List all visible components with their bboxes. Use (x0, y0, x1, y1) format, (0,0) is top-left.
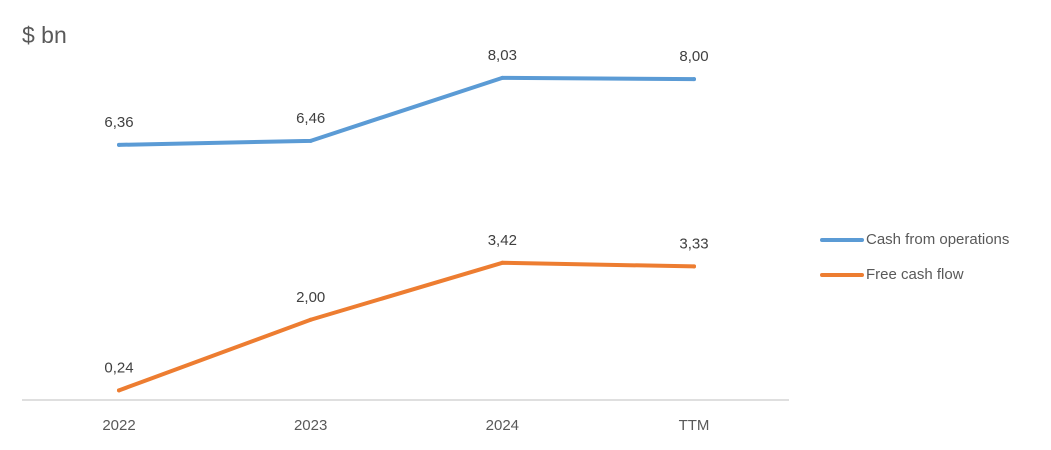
data-point-free-cash-flow-2022 (117, 388, 121, 393)
data-point-free-cash-flow-2024 (500, 260, 505, 265)
data-label-cash-from-operations-2024: 8,03 (488, 47, 517, 64)
data-point-cash-from-operations-2023 (308, 138, 313, 143)
data-point-cash-from-operations-2022 (117, 142, 121, 147)
legend-swatch-cash-from-operations (820, 237, 864, 242)
series-line-cash-from-operations (117, 75, 696, 147)
x-tick-label-2022: 2022 (102, 417, 135, 434)
data-label-free-cash-flow-2023: 2,00 (296, 289, 325, 306)
legend-label-cash-from-operations: Cash from operations (866, 231, 1010, 248)
legend-item-free-cash-flow: Free cash flow (820, 257, 1009, 292)
x-tick-label-ttm: TTM (679, 417, 710, 434)
data-point-cash-from-operations-ttm (692, 77, 696, 82)
data-label-free-cash-flow-2022: 0,24 (104, 359, 133, 376)
legend-label-free-cash-flow: Free cash flow (866, 266, 964, 283)
legend-item-cash-from-operations: Cash from operations (820, 222, 1009, 257)
data-label-cash-from-operations-2023: 6,46 (296, 110, 325, 127)
legend-swatch-free-cash-flow (820, 272, 864, 277)
data-label-free-cash-flow-2024: 3,42 (488, 232, 517, 249)
data-point-cash-from-operations-2024 (500, 75, 505, 80)
chart-title: $ bn (22, 22, 67, 48)
data-point-free-cash-flow-ttm (692, 264, 696, 269)
series-line-free-cash-flow (117, 260, 696, 393)
x-tick-label-2023: 2023 (294, 417, 327, 434)
data-label-free-cash-flow-ttm: 3,33 (679, 235, 708, 252)
x-tick-label-2024: 2024 (486, 417, 519, 434)
data-label-cash-from-operations-2022: 6,36 (104, 114, 133, 131)
data-label-cash-from-operations-ttm: 8,00 (679, 48, 708, 65)
data-point-free-cash-flow-2023 (308, 317, 313, 322)
legend: Cash from operations Free cash flow (820, 222, 1009, 292)
